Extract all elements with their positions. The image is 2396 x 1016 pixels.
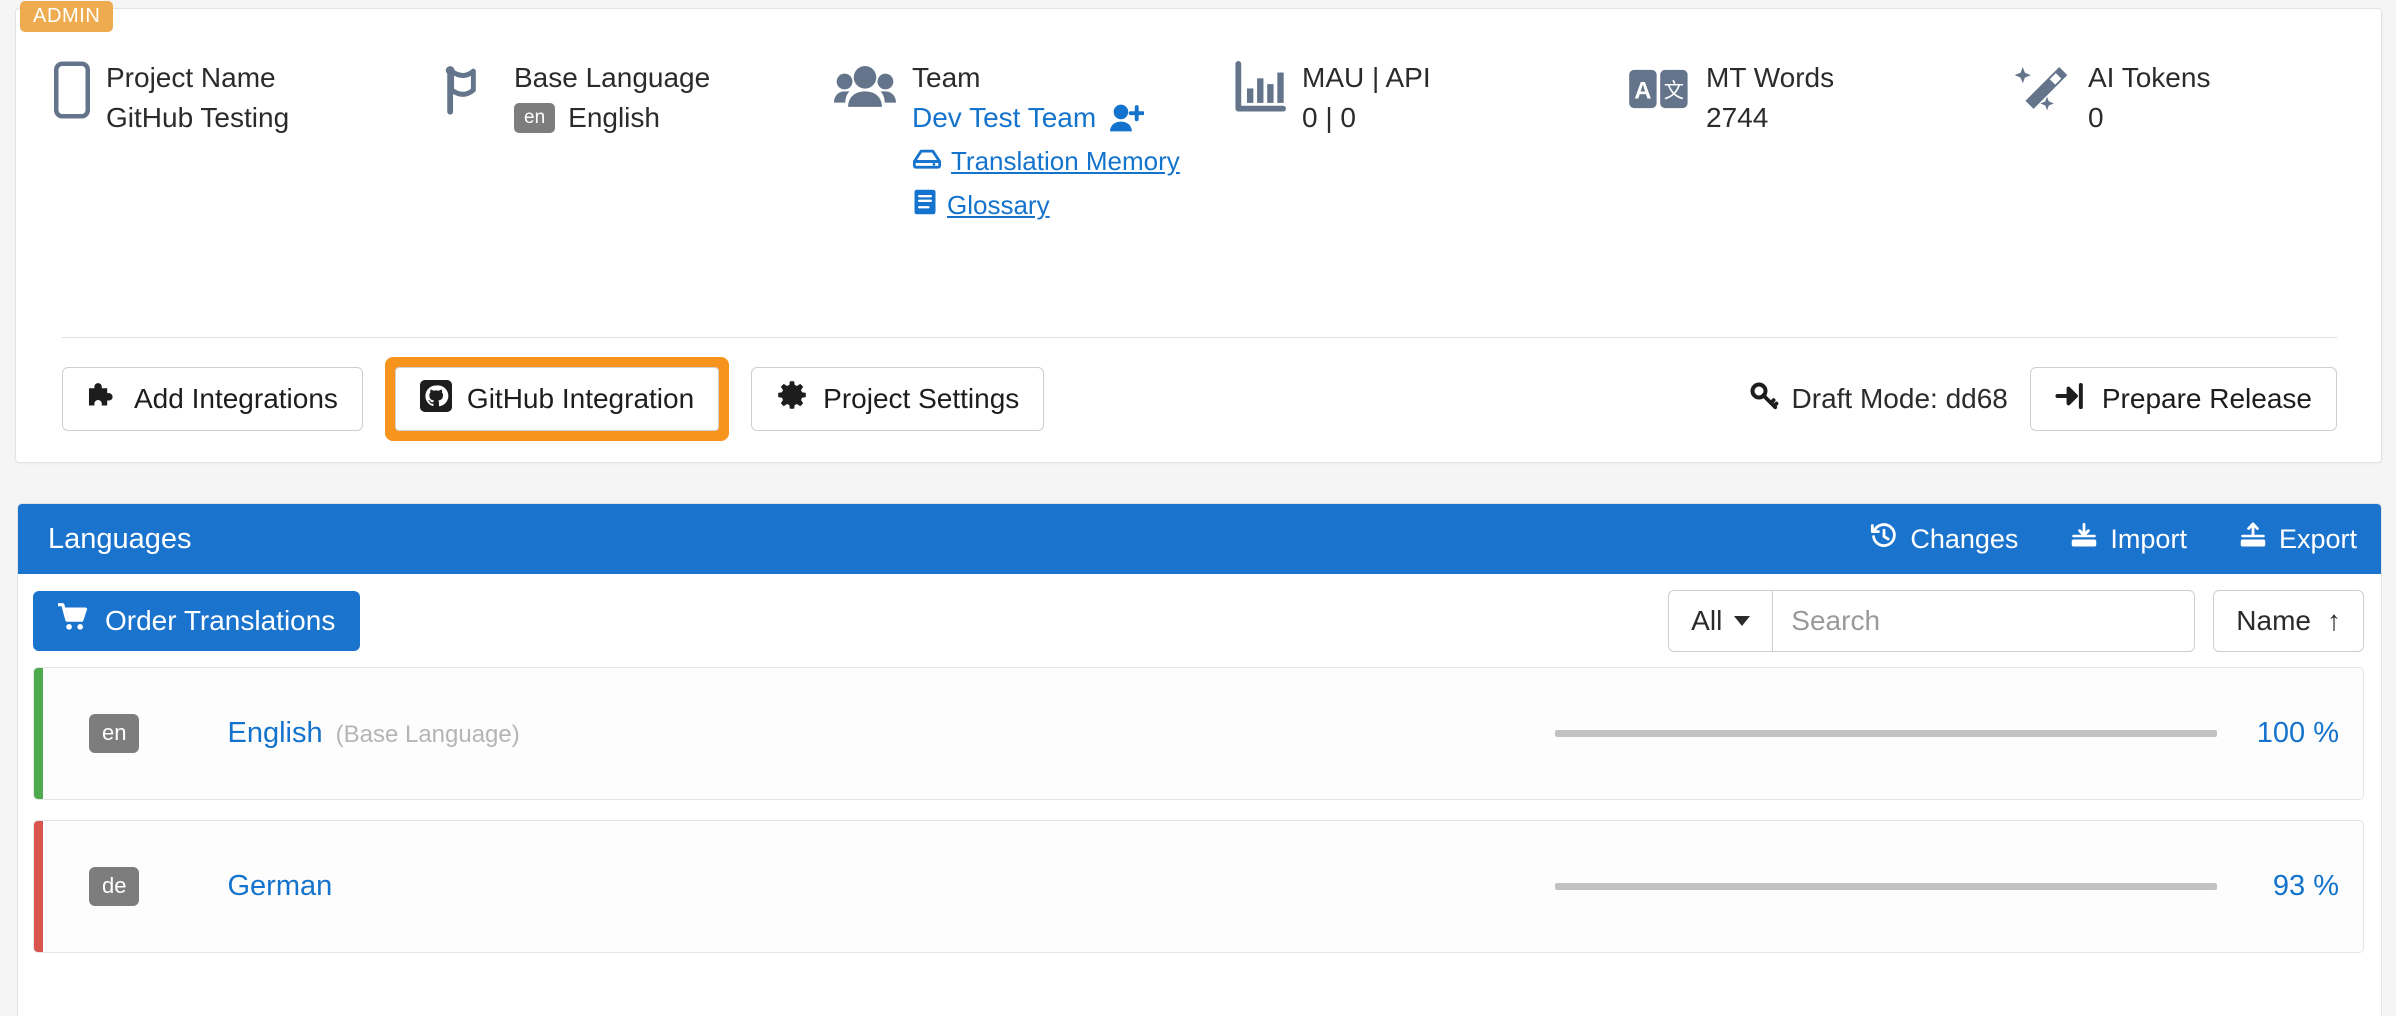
languages-card: Languages Changes Import	[17, 503, 2382, 1016]
admin-role-badge: ADMIN	[20, 1, 114, 32]
button-label: Add Integrations	[134, 383, 338, 414]
languages-title: Languages	[48, 522, 192, 555]
languages-list: en English (Base Language) 100 % de Germ…	[18, 667, 2381, 953]
stat-value: 0	[2088, 102, 2104, 134]
glossary-book-icon	[912, 188, 947, 223]
stat-label: AI Tokens	[2088, 62, 2211, 93]
shopping-cart-icon	[57, 602, 105, 639]
language-code-chip: en	[514, 102, 556, 133]
add-integrations-button[interactable]: Add Integrations	[62, 367, 363, 431]
search-input[interactable]	[1772, 589, 2196, 652]
team-link[interactable]: Dev Test Team	[912, 102, 1097, 134]
sort-arrow-up-icon: ↑	[2327, 604, 2341, 636]
stat-value: 2744	[1706, 102, 1769, 134]
puzzle-piece-icon	[87, 381, 134, 418]
changes-button[interactable]: Changes	[1870, 522, 2018, 557]
flag-icon	[440, 61, 498, 119]
filter-label: All	[1691, 604, 1723, 636]
language-name-cell: English (Base Language)	[227, 717, 519, 750]
team-value-row: Dev Test Team	[912, 100, 1180, 135]
import-icon	[2070, 522, 2110, 557]
key-icon	[1749, 381, 1792, 418]
order-translations-button[interactable]: Order Translations	[33, 590, 361, 651]
progress-cell: 100 %	[1555, 717, 2363, 750]
prepare-release-button[interactable]: Prepare Release	[2029, 367, 2337, 431]
language-code-chip: de	[89, 867, 140, 906]
stat-team: Team Dev Test Team Translation Memory	[834, 61, 1180, 223]
export-icon	[2239, 521, 2279, 557]
svg-text:文: 文	[1664, 78, 1684, 102]
sort-button[interactable]: Name ↑	[2213, 589, 2364, 652]
stat-value-row: en English	[514, 100, 710, 135]
draft-mode-indicator[interactable]: Draft Mode: dd68	[1749, 381, 2008, 418]
language-link[interactable]: German	[227, 870, 333, 902]
github-integration-highlight: GitHub Integration	[384, 357, 730, 441]
stat-label: Project Name	[106, 62, 276, 93]
base-language-note: (Base Language)	[335, 721, 520, 748]
button-label: Project Settings	[823, 383, 1020, 414]
stat-label: Team	[912, 62, 981, 93]
export-button[interactable]: Export	[2239, 521, 2357, 557]
stat-label: Base Language	[514, 62, 711, 93]
language-name-cell: German	[227, 870, 345, 903]
search-group: All Name ↑	[1668, 589, 2364, 652]
stat-mau-api: MAU | API 0 | 0	[1234, 61, 1431, 135]
ai-sparkle-wand-icon	[2014, 63, 2072, 117]
stat-project-name: Project Name GitHub Testing	[54, 61, 289, 135]
stat-value: GitHub Testing	[106, 102, 290, 134]
table-row[interactable]: de German 93 %	[33, 820, 2364, 953]
progress-cell: 93 %	[1555, 870, 2363, 903]
project-summary-card: ADMIN Project Name GitHub Testing Base L…	[15, 1, 2382, 463]
stat-value: English	[568, 102, 660, 134]
draft-mode-label: Draft Mode: dd68	[1791, 383, 2008, 414]
button-label: GitHub Integration	[466, 383, 695, 414]
stat-label: MT Words	[1706, 62, 1835, 93]
translation-memory-icon	[912, 146, 951, 177]
translation-memory-link[interactable]: Translation Memory	[912, 146, 1180, 177]
svg-text:A: A	[1634, 78, 1651, 105]
bar-chart-icon	[1234, 61, 1286, 113]
row-status-bar	[34, 668, 43, 799]
team-people-icon	[834, 61, 896, 119]
card-divider	[62, 337, 2337, 338]
history-clock-icon	[1870, 522, 1910, 557]
row-status-bar	[34, 821, 43, 952]
project-actions-row: Add Integrations GitHub Integration Proj…	[62, 357, 2337, 441]
progress-percent[interactable]: 93 %	[2272, 870, 2339, 902]
stat-ai-tokens: AI Tokens 0	[2014, 61, 2210, 135]
progress-percent[interactable]: 100 %	[2256, 717, 2339, 749]
project-settings-button[interactable]: Project Settings	[751, 367, 1045, 431]
progress-bar	[1555, 883, 2217, 890]
glossary-link[interactable]: Glossary	[912, 188, 1180, 223]
gear-icon	[776, 380, 823, 419]
github-integration-button[interactable]: GitHub Integration	[394, 367, 720, 431]
progress-bar	[1555, 730, 2217, 737]
sort-label: Name	[2236, 604, 2311, 636]
stat-label: MAU | API	[1302, 62, 1431, 93]
filter-dropdown[interactable]: All	[1668, 589, 1773, 652]
github-icon	[419, 379, 467, 419]
languages-header: Languages Changes Import	[18, 504, 2381, 574]
language-code-chip: en	[89, 714, 140, 753]
languages-toolbar: Order Translations All Name ↑	[18, 574, 2381, 667]
sign-in-arrow-icon	[2055, 382, 2102, 417]
stat-base-language: Base Language en English	[440, 61, 710, 135]
import-button[interactable]: Import	[2070, 522, 2187, 557]
button-label: Order Translations	[105, 604, 336, 636]
mobile-phone-icon	[54, 61, 90, 119]
languages-header-actions: Changes Import Export	[1818, 521, 2357, 557]
table-row[interactable]: en English (Base Language) 100 %	[33, 667, 2364, 800]
add-user-icon[interactable]	[1110, 103, 1145, 133]
stat-value: 0 | 0	[1302, 102, 1356, 134]
chevron-down-icon	[1734, 615, 1751, 626]
language-link[interactable]: English	[227, 717, 323, 749]
button-label: Prepare Release	[2101, 383, 2312, 414]
